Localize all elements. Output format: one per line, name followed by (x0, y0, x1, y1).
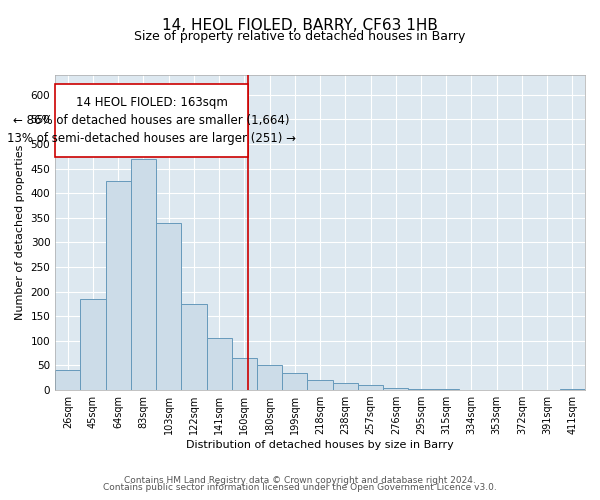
Bar (156, 222, 181, 390)
Bar (106, 181, 131, 390)
X-axis label: Distribution of detached houses by size in Barry: Distribution of detached houses by size … (186, 440, 454, 450)
Bar (383, 388, 409, 390)
Bar (257, 366, 282, 390)
FancyBboxPatch shape (55, 84, 248, 157)
Text: Contains HM Land Registry data © Crown copyright and database right 2024.: Contains HM Land Registry data © Crown c… (124, 476, 476, 485)
Text: 14, HEOL FIOLED, BARRY, CF63 1HB: 14, HEOL FIOLED, BARRY, CF63 1HB (162, 18, 438, 32)
Bar (307, 380, 332, 390)
Bar (131, 158, 156, 390)
Bar (206, 338, 232, 390)
Bar (55, 370, 80, 390)
Text: Size of property relative to detached houses in Barry: Size of property relative to detached ho… (134, 30, 466, 43)
Y-axis label: Number of detached properties: Number of detached properties (15, 145, 25, 320)
Bar (181, 304, 206, 390)
Bar (358, 385, 383, 390)
Bar (232, 358, 257, 390)
Text: Contains public sector information licensed under the Open Government Licence v3: Contains public sector information licen… (103, 484, 497, 492)
Bar (409, 388, 434, 390)
Bar (560, 389, 585, 390)
Bar (332, 382, 358, 390)
Bar (282, 373, 307, 390)
Bar (80, 299, 106, 390)
Bar (434, 389, 459, 390)
Text: 14 HEOL FIOLED: 163sqm
← 86% of detached houses are smaller (1,664)
13% of semi-: 14 HEOL FIOLED: 163sqm ← 86% of detached… (7, 96, 296, 145)
